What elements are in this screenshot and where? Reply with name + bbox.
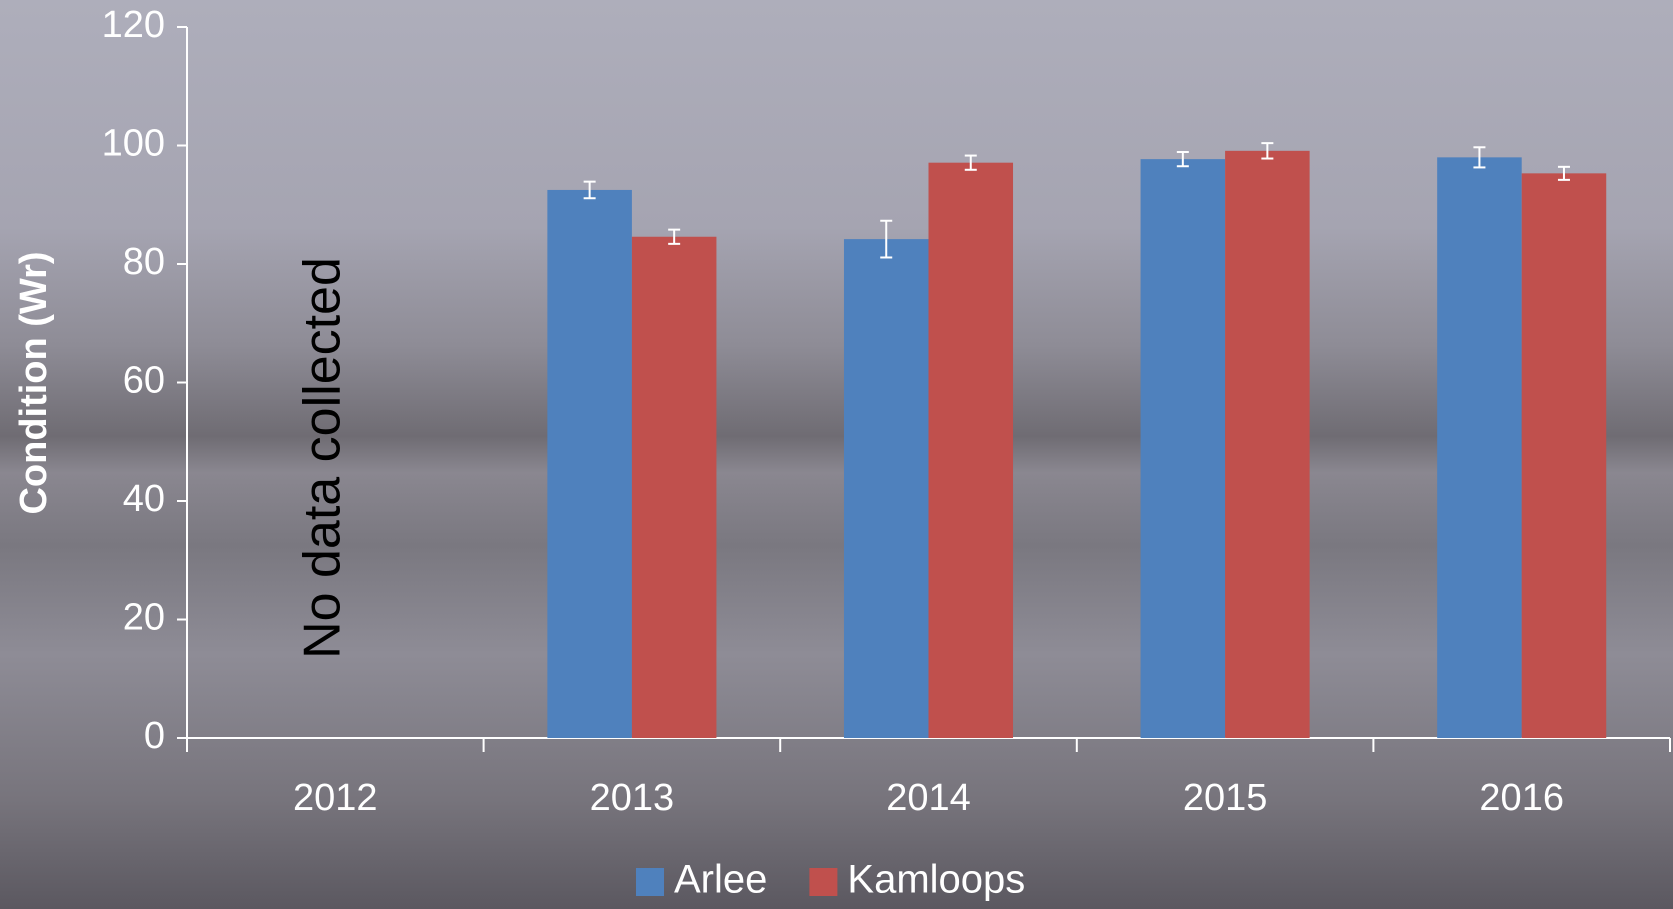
legend-label: Kamloops <box>847 858 1025 902</box>
x-tick-label: 2016 <box>1479 777 1564 819</box>
error-bar <box>1176 151 1189 168</box>
y-tick-label: 20 <box>123 597 165 639</box>
legend-label: Arlee <box>674 858 767 902</box>
y-tick-label: 80 <box>123 241 165 283</box>
error-bar <box>583 180 596 200</box>
annotation: No data collected <box>294 257 352 659</box>
error-bar <box>1473 146 1486 169</box>
bar <box>1140 159 1226 738</box>
error-bar <box>880 219 893 259</box>
error-bar <box>964 154 977 171</box>
y-tick-label: 60 <box>123 360 165 402</box>
bar <box>843 239 929 739</box>
x-tick-label: 2013 <box>590 777 675 819</box>
bar <box>631 236 717 738</box>
bar <box>1225 150 1310 738</box>
bar <box>1521 173 1607 738</box>
x-tick-label: 2015 <box>1183 777 1268 819</box>
legend-swatch <box>636 868 664 896</box>
y-tick-label: 120 <box>102 4 165 46</box>
x-tick-label: 2012 <box>293 777 378 819</box>
bar <box>547 189 632 738</box>
y-tick-label: 100 <box>102 123 165 165</box>
x-tick-label: 2014 <box>886 777 971 819</box>
y-tick-label: 40 <box>123 478 165 520</box>
error-bar <box>1261 142 1274 160</box>
error-bar <box>668 228 681 245</box>
error-bar <box>1557 165 1570 181</box>
bar <box>1437 157 1522 739</box>
legend-swatch <box>809 868 838 896</box>
y-tick-label: 0 <box>144 715 165 757</box>
y-axis-label: Condition (Wr) <box>13 251 55 514</box>
bar <box>928 162 1014 738</box>
